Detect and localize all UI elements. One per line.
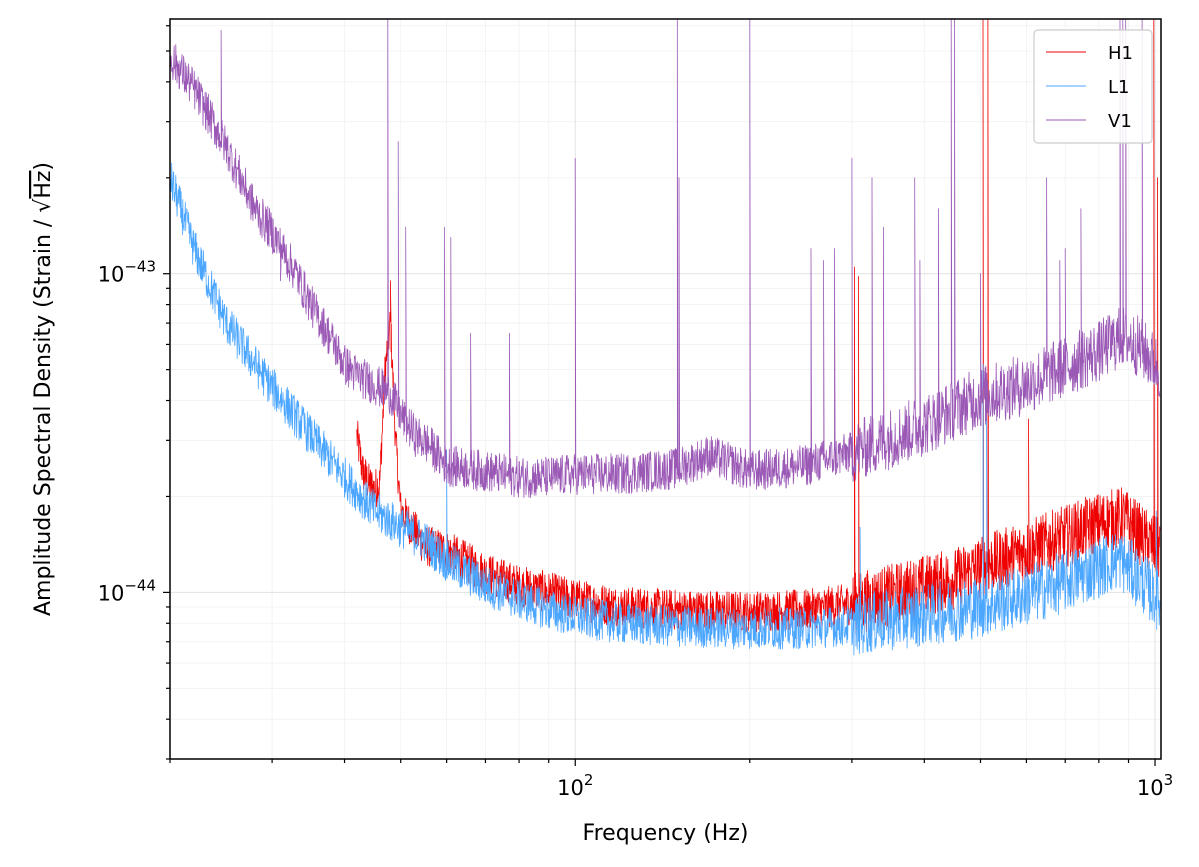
legend-item-l1: L1 xyxy=(1046,77,1129,98)
y-axis-title-sqrt-term: Hz xyxy=(31,171,56,199)
series-v1 xyxy=(170,19,1161,499)
y-axis-title-suffix: ) xyxy=(31,162,56,171)
legend-label: L1 xyxy=(1108,77,1129,98)
y-tick-label-exponent: −43 xyxy=(124,258,156,276)
x-tick-label-exponent: 2 xyxy=(584,771,594,789)
legend-label: V1 xyxy=(1108,111,1132,132)
axis-ticks xyxy=(163,25,1156,766)
sqrt-symbol: √ xyxy=(31,198,56,213)
x-tick-label-base: 10 xyxy=(557,776,584,800)
legend-item-h1: H1 xyxy=(1046,43,1133,64)
plot-area xyxy=(170,19,1161,656)
y-tick-label: 10−43 xyxy=(98,258,156,287)
y-tick-label: 10−44 xyxy=(98,576,156,605)
legend: H1 L1 V1 xyxy=(1033,29,1153,144)
series-h1 xyxy=(356,19,1161,635)
x-tick-label: 103 xyxy=(1137,771,1173,800)
svg-text:Amplitude Spectral Density (St: Amplitude Spectral Density (Strain / √Hz… xyxy=(31,162,56,616)
y-tick-label-base: 10 xyxy=(98,581,125,605)
axes-frame xyxy=(169,18,1162,760)
y-axis-title: Amplitude Spectral Density (Strain / √Hz… xyxy=(31,162,56,616)
x-tick-label-exponent: 3 xyxy=(1164,771,1174,789)
x-axis-title: Frequency (Hz) xyxy=(583,821,749,846)
legend-box xyxy=(1033,29,1153,144)
series-line-v1 xyxy=(170,19,1161,499)
legend-label: H1 xyxy=(1108,43,1133,64)
x-tick-label: 102 xyxy=(557,771,593,800)
y-tick-label-exponent: −44 xyxy=(124,576,156,594)
series-line-h1 xyxy=(356,19,1161,635)
legend-item-v1: V1 xyxy=(1046,111,1132,132)
y-tick-label-base: 10 xyxy=(98,263,125,287)
series-l1 xyxy=(170,162,1161,656)
x-tick-label-base: 10 xyxy=(1137,776,1164,800)
series-line-l1 xyxy=(170,162,1161,656)
y-axis-title-prefix: Amplitude Spectral Density (Strain / xyxy=(31,213,56,616)
